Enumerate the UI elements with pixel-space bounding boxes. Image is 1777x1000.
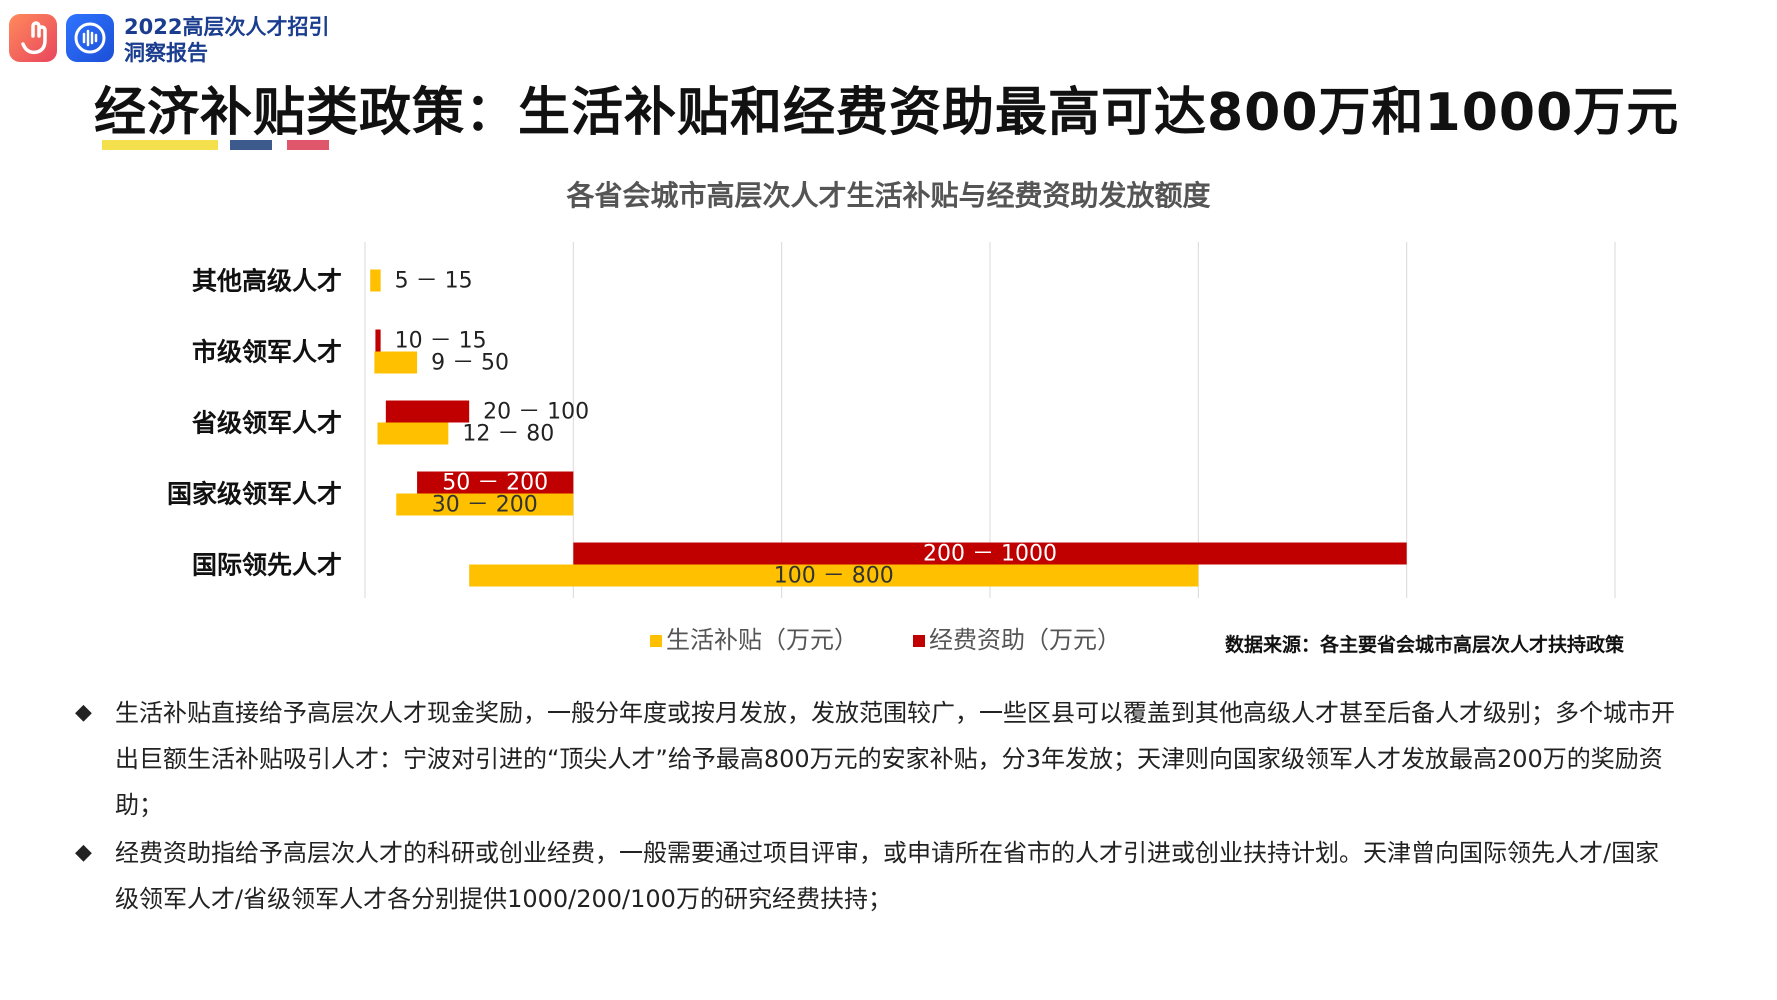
living-bar [370, 269, 381, 292]
bullet-living: ◆ 生活补贴直接给予高层次人才现金奖励，一般分年度或按月发放，发放范围较广，一些… [75, 690, 1675, 828]
funding-bar [417, 471, 574, 494]
funding-data-label: 10 － 15 [395, 329, 487, 354]
title-accent-blue [230, 140, 272, 150]
bullet-text-living: 生活补贴直接给予高层次人才现金奖励，一般分年度或按月发放，发放范围较广，一些区县… [115, 699, 1675, 819]
funding-bar [573, 542, 1407, 565]
living-data-label: 100 － 800 [774, 564, 894, 589]
legend-funding: 经费资助（万元） [913, 620, 1121, 655]
living-data-label: 12 － 80 [462, 422, 554, 447]
living-bar [396, 493, 574, 516]
chart-title: 各省会城市高层次人才生活补贴与经费资助发放额度 [566, 179, 1211, 212]
living-bar [377, 422, 449, 445]
legend-label-living: 生活补贴（万元） [666, 626, 858, 654]
legend-label-funding: 经费资助（万元） [929, 626, 1121, 654]
category-label: 其他高级人才 [192, 267, 342, 296]
living-data-label: 9 － 50 [431, 351, 509, 376]
category-label: 国家级领军人才 [167, 480, 342, 509]
living-bar [469, 564, 1199, 587]
title-accent-yellow [102, 140, 218, 150]
funding-data-label: 200 － 1000 [923, 542, 1057, 567]
category-label: 市级领军人才 [192, 338, 342, 367]
diamond-bullet-icon: ◆ [75, 840, 92, 865]
bullet-text-funding: 经费资助指给予高层次人才的科研或创业经费，一般需要通过项目评审，或申请所在省市的… [115, 839, 1660, 913]
legend-living: 生活补贴（万元） [650, 620, 858, 655]
funding-bar [375, 329, 381, 352]
brand-line-1: 2022高层次人才招引 [124, 15, 330, 39]
living-data-label: 30 － 200 [432, 493, 538, 518]
title-accent-red [287, 140, 329, 150]
diamond-bullet-icon: ◆ [75, 700, 92, 725]
brand-line-2: 洞察报告 [124, 41, 208, 65]
funding-data-label: 50 － 200 [442, 471, 548, 496]
brand-text: 2022高层次人才招引 洞察报告 [124, 14, 329, 66]
funding-data-label: 20 － 100 [483, 400, 589, 425]
legend-swatch-funding [913, 635, 925, 647]
source-note: 数据来源：各主要省会城市高层次人才扶持政策 [1225, 634, 1625, 656]
page-title: 经济补贴类政策：生活补贴和经费资助最高可达800万和1000万元 [94, 83, 1680, 143]
bullet-funding: ◆ 经费资助指给予高层次人才的科研或创业经费，一般需要通过项目评审，或申请所在省… [75, 830, 1675, 922]
category-label: 国际领先人才 [192, 551, 342, 580]
logo-hand-icon [9, 14, 57, 62]
funding-bar [385, 400, 470, 423]
legend-swatch-living [650, 635, 662, 647]
living-data-label: 5 － 15 [395, 269, 473, 294]
category-label: 省级领军人才 [191, 409, 342, 438]
living-bar [374, 351, 418, 374]
logo-sound-icon [66, 14, 114, 62]
